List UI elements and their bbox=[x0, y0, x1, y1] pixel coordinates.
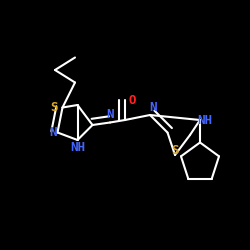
Text: NH: NH bbox=[198, 114, 212, 126]
Text: S: S bbox=[50, 101, 58, 114]
Text: N: N bbox=[49, 126, 56, 139]
Text: NH: NH bbox=[70, 141, 85, 154]
Text: N: N bbox=[149, 101, 156, 114]
Text: N: N bbox=[106, 108, 114, 122]
Text: S: S bbox=[171, 144, 179, 156]
Text: O: O bbox=[129, 94, 136, 106]
